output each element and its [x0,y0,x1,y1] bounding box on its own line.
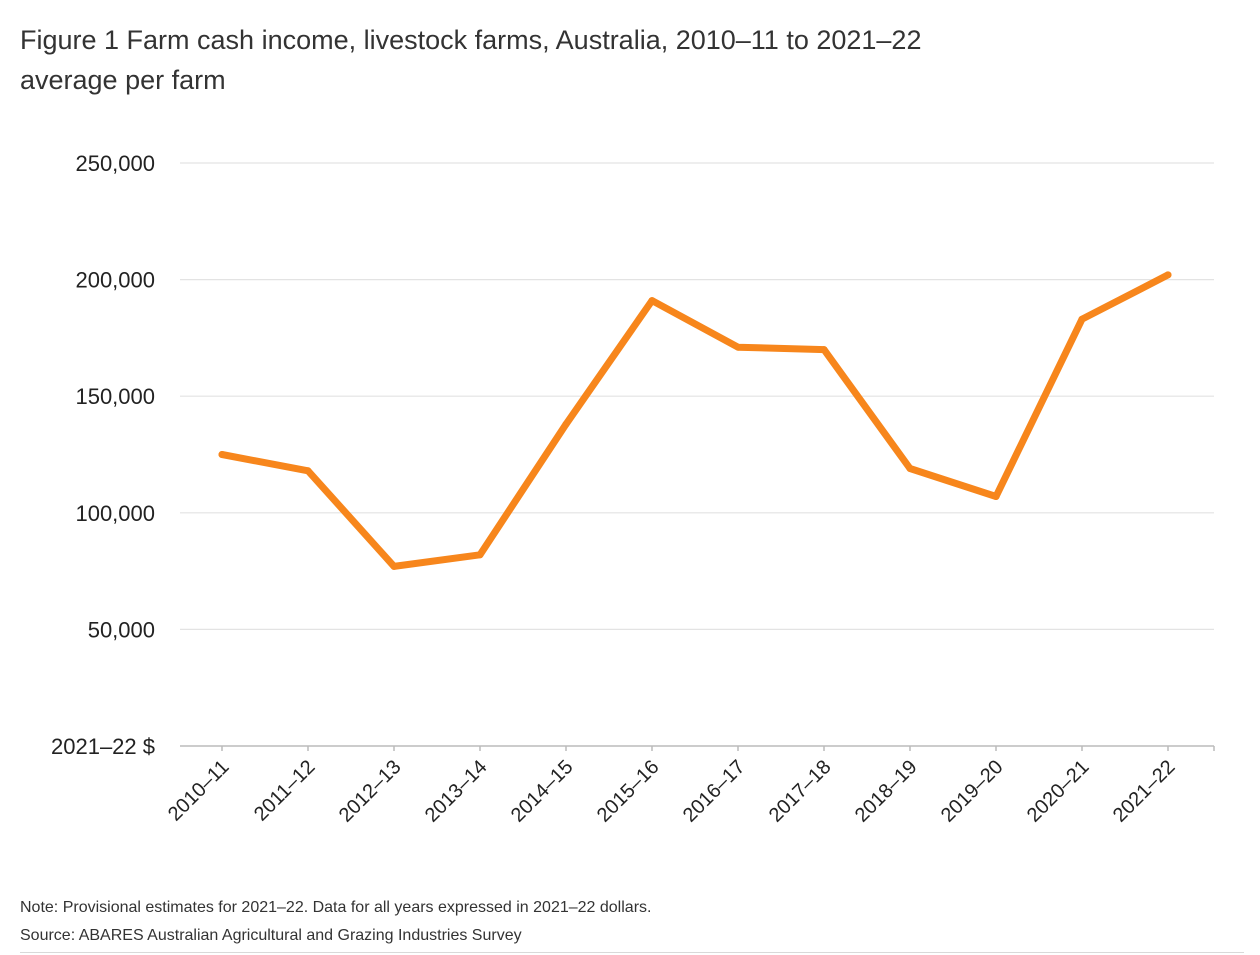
data-point [648,297,656,305]
x-tick-label: 2018–19 [851,756,922,827]
chart-title-line2: average per farm [20,65,226,95]
data-point [1078,315,1086,323]
y-tick-label: 250,000 [75,151,155,176]
x-tick-label: 2015–16 [593,756,664,827]
source-text: Source: ABARES Australian Agricultural a… [20,927,522,944]
x-tick-label: 2014–15 [507,756,578,827]
x-tick-label: 2016–17 [679,756,750,827]
x-tick-label: 2021–22 [1109,756,1180,827]
x-tick-label: 2013–14 [421,756,492,827]
y-tick-label: 100,000 [75,501,155,526]
bottom-divider [20,952,1244,953]
chart-title: Figure 1 Farm cash income, livestock far… [20,20,921,100]
series-line [218,271,1172,570]
chart-title-line1: Figure 1 Farm cash income, livestock far… [20,25,922,55]
x-tick-label: 2019–20 [937,756,1008,827]
x-tick-label: 2011–12 [250,756,320,826]
x-tick-label: 2012–13 [335,756,406,827]
y-tick-label: 200,000 [75,268,155,293]
data-point [906,465,914,472]
data-point [476,551,484,559]
data-point [390,562,398,570]
y-tick-label: 150,000 [75,384,155,409]
data-point [992,493,1000,500]
note-text: Note: Provisional estimates for 2021–22.… [20,899,652,916]
y-axis-label: 2021–22 $ [51,734,155,759]
x-tick-label: 2017–18 [765,756,836,827]
y-tick-label: 50,000 [88,617,155,642]
x-tick-label: 2010–11 [164,756,234,826]
data-point [1164,271,1172,279]
data-point [218,451,226,458]
chart-notes: Note: Provisional estimates for 2021–22.… [20,894,651,950]
data-point [734,343,742,351]
data-point [562,420,570,428]
data-point [304,467,312,475]
x-tick-label: 2020–21 [1023,756,1094,827]
data-point [820,346,828,354]
